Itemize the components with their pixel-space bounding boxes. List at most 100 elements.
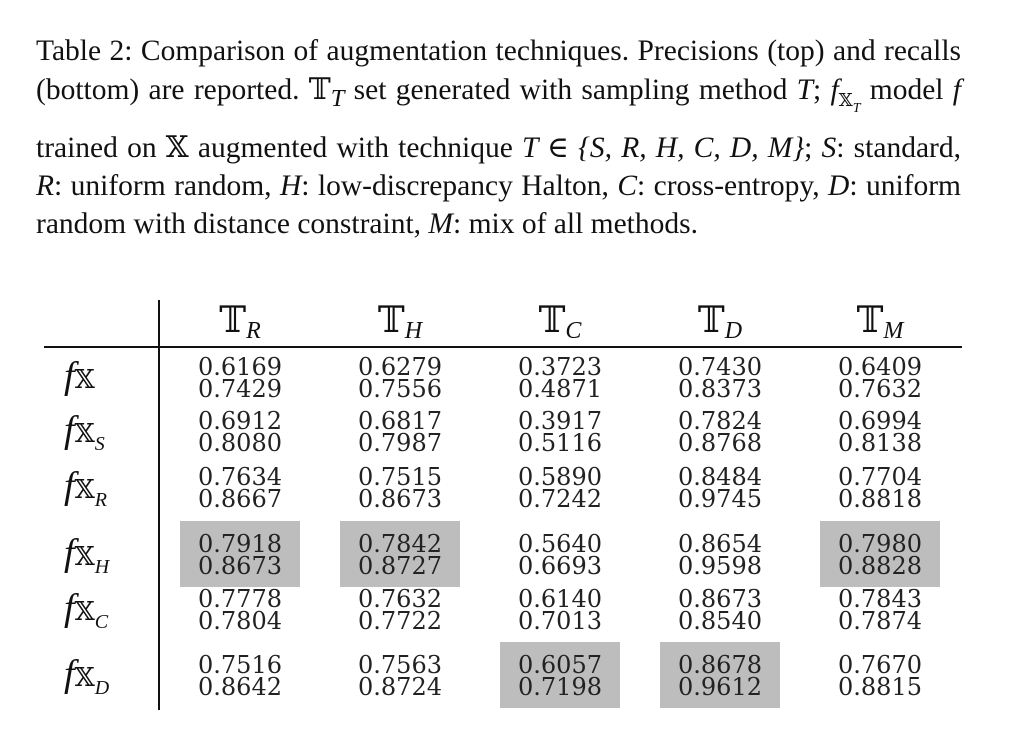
caption-symbol: H: [279, 169, 302, 202]
recall-value: 0.8673: [358, 485, 442, 513]
precision-value: 0.5640: [518, 530, 602, 558]
caption-text: augmented with technique: [188, 131, 522, 164]
precision-value: 0.6057: [518, 651, 602, 679]
precision-value: 0.8678: [678, 651, 762, 679]
caption-symbol: f: [830, 74, 839, 106]
recall-value: 0.5116: [518, 429, 602, 457]
caption-text: : uniform random,: [54, 169, 280, 202]
recall-value: 0.7013: [518, 607, 602, 635]
row-header-x: 𝕏: [74, 475, 95, 505]
caption-text: trained on: [36, 131, 166, 164]
recall-value: 0.8727: [358, 552, 442, 580]
table-cell: 0.6279 0.7556: [340, 355, 460, 402]
table-cell: 0.7824 0.8768: [660, 407, 780, 457]
row-header-x: 𝕏: [74, 365, 95, 395]
precision-value: 0.7515: [358, 463, 442, 491]
blackboard-x-symbol: 𝕏: [838, 89, 853, 111]
table-cell: 0.7516 0.8642: [180, 653, 300, 700]
table-cell: 0.3723 0.4871: [500, 353, 620, 403]
table-cell: 0.7563 0.8724: [340, 653, 460, 701]
precision-value: 0.5890: [518, 463, 602, 491]
table-cell: 0.7980 0.8828: [820, 521, 940, 587]
row-header-r: f𝕏R: [64, 464, 154, 512]
table-cell: 0.8673 0.8540: [660, 585, 780, 634]
precision-value: 0.3723: [518, 353, 602, 381]
row-header-f: f: [64, 653, 75, 695]
recall-value: 0.7987: [358, 429, 442, 457]
row-header-x: 𝕏: [74, 663, 95, 693]
table-cell: 0.6409 0.7632: [820, 355, 940, 402]
table-cell: 0.7842 0.8727: [340, 521, 460, 587]
recall-value: 0.8724: [358, 673, 442, 701]
caption-text: ;: [813, 74, 831, 106]
recall-value: 0.6693: [518, 552, 602, 580]
caption-symbol: S: [821, 131, 837, 164]
row-header-subscript: C: [94, 611, 109, 633]
precision-value: 0.7670: [838, 651, 922, 679]
precision-value: 0.7842: [358, 530, 442, 558]
recall-value: 0.7874: [838, 607, 922, 635]
table-cell: 0.6169 0.7429: [180, 353, 300, 403]
row-header-f: f: [64, 355, 75, 397]
caption-symbol: f: [952, 74, 961, 106]
caption-subscript: T: [330, 84, 345, 112]
precision-value: 0.6169: [198, 353, 282, 381]
caption-text: : uniform random with distance constrain…: [36, 169, 961, 240]
table-cell: 0.6912 0.8080: [180, 407, 300, 456]
column-header-c: 𝕋C: [500, 300, 620, 345]
recall-value: 0.7198: [518, 673, 602, 701]
row-header-s: f𝕏S: [64, 408, 154, 456]
row-header-f: f: [64, 409, 75, 451]
column-header-h: 𝕋H: [340, 300, 460, 345]
table-cell: 0.6140 0.7013: [500, 585, 620, 635]
row-header-subscript: S: [94, 433, 105, 455]
table-cell: 0.3917 0.5116: [500, 407, 620, 457]
row-header-subscript: D: [94, 677, 110, 699]
recall-value: 0.7429: [198, 375, 282, 403]
recall-value: 0.9598: [678, 552, 762, 580]
precision-value: 0.7430: [678, 353, 762, 381]
precision-value: 0.8673: [678, 585, 762, 613]
recall-value: 0.8768: [678, 429, 762, 457]
table-cell: 0.5890 0.7242: [500, 463, 620, 512]
caption-text: set generated with sampling method: [344, 74, 797, 106]
precision-value: 0.3917: [518, 407, 602, 435]
row-header-f: f: [64, 587, 75, 629]
table-cell: 0.8484 0.9745: [660, 465, 780, 513]
row-header-h: f𝕏H: [64, 531, 154, 579]
precision-value: 0.7778: [198, 585, 282, 613]
recall-value: 0.4871: [518, 375, 602, 403]
table-cell: 0.7778 0.7804: [180, 585, 300, 634]
row-header-d: f𝕏D: [64, 652, 154, 700]
table-cell: 0.7632 0.7722: [340, 587, 460, 635]
precision-value: 0.8654: [678, 530, 762, 558]
table-cell: 0.6817 0.7987: [340, 409, 460, 457]
caption-symbol: R: [36, 169, 55, 202]
column-header-symbol: 𝕋: [697, 300, 725, 341]
row-header-x: 𝕏: [74, 419, 95, 449]
table-vertical-rule: [158, 300, 160, 710]
recall-value: 0.8138: [838, 429, 922, 457]
caption-symbol: T: [796, 74, 814, 106]
precision-value: 0.7704: [838, 463, 922, 491]
recall-value: 0.8373: [678, 375, 762, 403]
precision-value: 0.6912: [198, 407, 282, 435]
precision-value: 0.7824: [678, 407, 762, 435]
precision-value: 0.6140: [518, 585, 602, 613]
caption-text: : cross-entropy,: [637, 169, 829, 202]
column-header-r: 𝕋R: [180, 300, 300, 345]
table-cell: 0.8678 0.9612: [660, 642, 780, 708]
table-cell: 0.6994 0.8138: [820, 409, 940, 457]
recall-value: 0.9612: [678, 673, 762, 701]
recall-value: 0.8818: [838, 485, 922, 513]
table-cell: 0.7670 0.8815: [820, 651, 940, 700]
row-header-subscript: H: [94, 556, 110, 578]
recall-value: 0.9745: [678, 485, 762, 513]
precision-value: 0.7843: [838, 585, 922, 613]
recall-value: 0.7722: [358, 607, 442, 635]
column-header-subscript: D: [724, 318, 743, 344]
precision-value: 0.7634: [198, 463, 282, 491]
column-header-subscript: M: [883, 318, 904, 344]
precision-value: 0.7980: [838, 530, 922, 558]
